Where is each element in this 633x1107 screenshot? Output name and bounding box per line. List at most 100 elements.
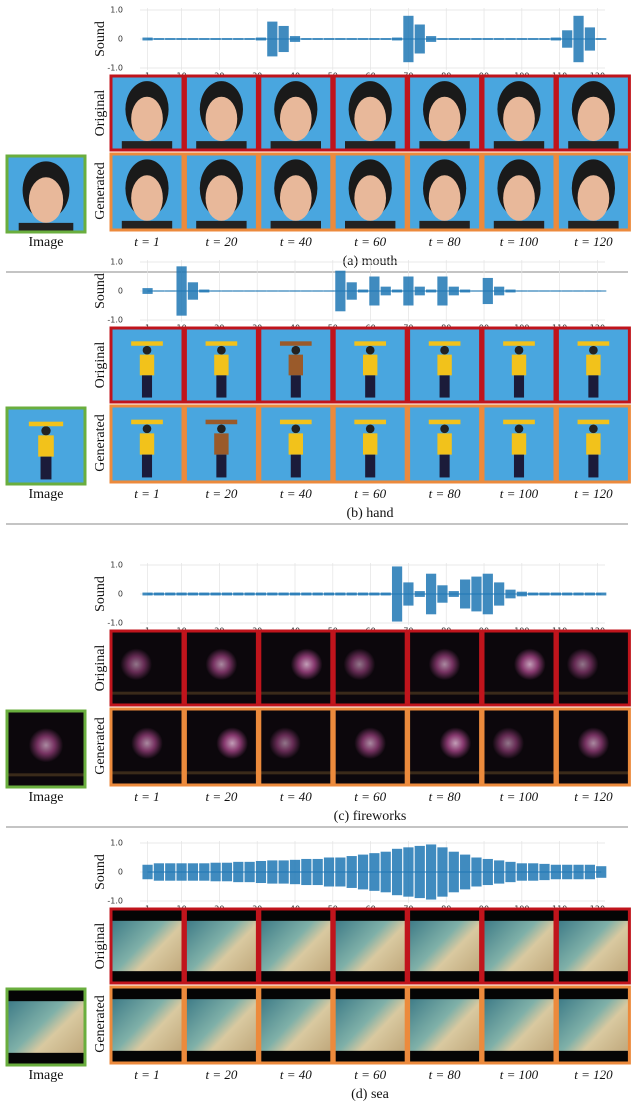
city (557, 771, 629, 774)
y-tick-label: 0 (118, 287, 123, 296)
ground (557, 1051, 629, 1063)
y-tick-label: 1.0 (110, 258, 123, 267)
time-label: t = 100 (500, 486, 539, 501)
arms (131, 420, 163, 425)
y-tick-label: -1.0 (107, 316, 123, 325)
arms (354, 341, 386, 345)
sky (260, 987, 332, 999)
sky (483, 987, 555, 999)
row-label: Generated (93, 717, 108, 775)
legs (291, 455, 301, 478)
time-label: t = 1 (134, 1067, 159, 1082)
legs (291, 375, 301, 397)
figure: 1.00-1.01102030405060708090100110120Soun… (0, 0, 633, 1107)
panel: 1.00-1.01102030405060708090100110120Soun… (6, 561, 629, 828)
city (409, 771, 481, 774)
ground (185, 1051, 257, 1063)
face (503, 175, 535, 221)
time-label: t = 20 (205, 1067, 237, 1082)
burst (131, 727, 163, 759)
time-label: t = 100 (500, 234, 539, 249)
legs (142, 375, 152, 397)
time-label: t = 1 (134, 234, 159, 249)
arms (29, 422, 63, 427)
sky (557, 987, 629, 999)
head (217, 424, 226, 433)
city (483, 771, 555, 774)
burst (120, 648, 152, 680)
time-label: t = 80 (429, 1067, 461, 1082)
ground (483, 971, 555, 983)
legs (440, 375, 450, 397)
time-label: t = 1 (134, 486, 159, 501)
y-tick-label: 1.0 (110, 839, 123, 848)
city (7, 773, 85, 776)
y-tick-label: 0 (118, 590, 123, 599)
time-label: t = 20 (205, 486, 237, 501)
arms (280, 420, 312, 425)
burst (514, 648, 546, 680)
sky (409, 987, 481, 999)
legs (41, 457, 52, 480)
head (589, 346, 598, 355)
row-label: Sound (93, 21, 108, 57)
city (557, 692, 629, 695)
face (206, 175, 238, 221)
time-label: t = 120 (574, 234, 613, 249)
panel: 1.00-1.01102030405060708090100110120Soun… (6, 258, 629, 525)
torso (437, 355, 451, 376)
image-label: Image (29, 1068, 64, 1083)
torso (214, 433, 228, 454)
face (578, 97, 610, 141)
legs (588, 375, 598, 397)
burst (440, 727, 472, 759)
burst (344, 648, 376, 680)
torso (363, 355, 377, 376)
sky (334, 987, 406, 999)
arms (131, 341, 163, 345)
arms (429, 420, 461, 425)
row-label: Original (93, 342, 108, 389)
face (131, 175, 163, 221)
time-label: t = 100 (500, 1067, 539, 1082)
legs (440, 455, 450, 478)
ground (185, 971, 257, 983)
torso (437, 433, 451, 454)
time-label: t = 120 (574, 1067, 613, 1082)
face (354, 97, 386, 141)
row-label: Sound (93, 576, 108, 612)
panel: 1.00-1.01102030405060708090100110120Soun… (6, 6, 629, 273)
city (483, 692, 555, 695)
sky (185, 987, 257, 999)
ground (7, 1053, 85, 1065)
face (280, 175, 312, 221)
row-label: Original (93, 645, 108, 692)
ground (111, 1051, 183, 1063)
burst (354, 727, 386, 759)
city (260, 692, 332, 695)
row-label: Original (93, 923, 108, 970)
torso (140, 433, 154, 454)
time-label: t = 60 (354, 234, 386, 249)
city (111, 692, 183, 695)
city (334, 692, 406, 695)
burst (269, 727, 301, 759)
torso (512, 355, 526, 376)
sky (7, 989, 85, 1001)
burst (29, 728, 63, 762)
burst (578, 727, 610, 759)
time-label: t = 120 (574, 789, 613, 804)
y-tick-label: 1.0 (110, 6, 123, 15)
ground (409, 1051, 481, 1063)
legs (514, 455, 524, 478)
ground (260, 971, 332, 983)
head (366, 424, 375, 433)
time-label: t = 60 (354, 789, 386, 804)
ground (260, 1051, 332, 1063)
ground (483, 1051, 555, 1063)
head (143, 346, 152, 355)
head (366, 346, 375, 355)
time-label: t = 1 (134, 789, 159, 804)
legs (514, 375, 524, 397)
time-label: t = 120 (574, 486, 613, 501)
